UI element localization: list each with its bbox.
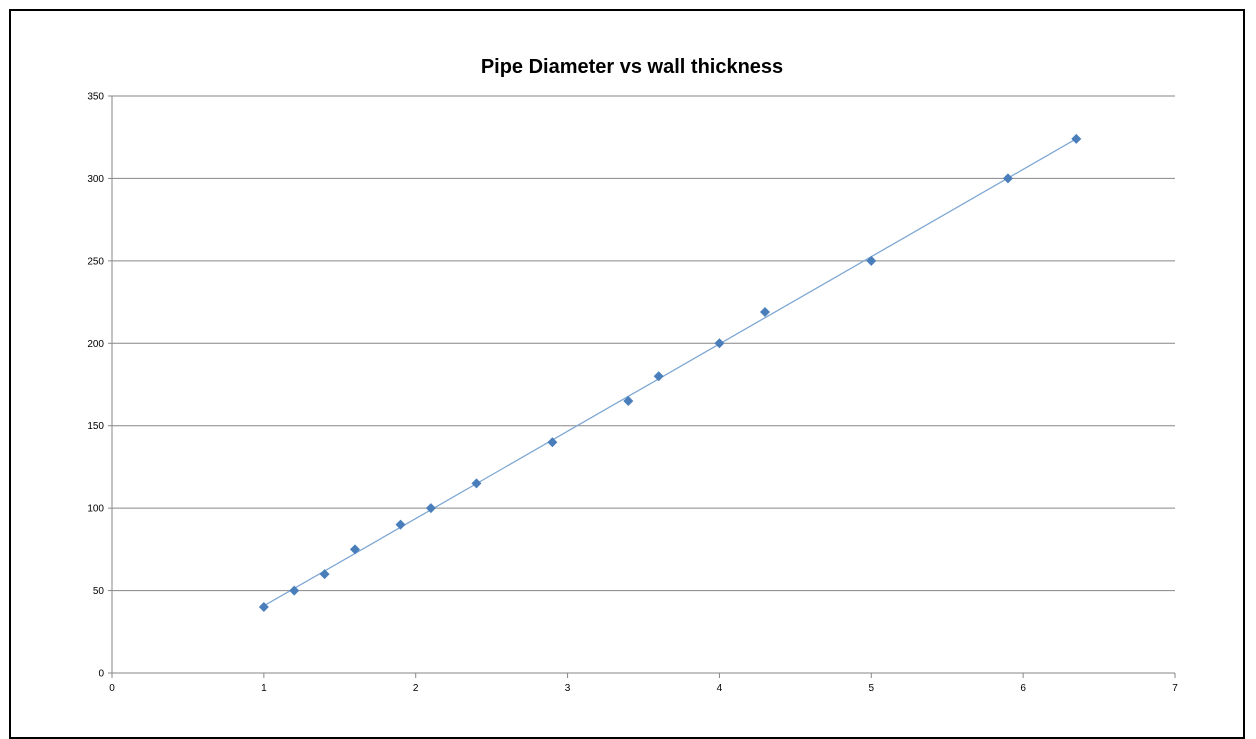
gridlines bbox=[112, 95, 1175, 592]
data-point bbox=[1002, 173, 1013, 184]
data-point bbox=[395, 519, 406, 530]
y-tick-label: 300 bbox=[87, 174, 104, 185]
data-point bbox=[866, 255, 877, 266]
trendline bbox=[263, 138, 1077, 607]
x-tick-label: 6 bbox=[1020, 683, 1026, 694]
x-tick-label: 7 bbox=[1172, 683, 1178, 694]
data-point bbox=[759, 306, 770, 317]
chart-frame bbox=[9, 9, 1245, 739]
data-point bbox=[349, 544, 360, 555]
chart-title: Pipe Diameter vs wall thickness bbox=[481, 56, 783, 78]
data-point bbox=[1071, 133, 1082, 144]
x-tick-label: 5 bbox=[869, 683, 875, 694]
y-tick-label: 100 bbox=[87, 504, 104, 515]
y-tick-label: 50 bbox=[93, 586, 105, 597]
y-tick-label: 350 bbox=[87, 92, 104, 103]
data-point bbox=[714, 338, 725, 349]
x-tick-label: 3 bbox=[565, 683, 571, 694]
data-point bbox=[289, 585, 300, 596]
trendline-layer bbox=[263, 138, 1077, 607]
data-point bbox=[258, 602, 269, 613]
y-tick-label: 150 bbox=[87, 421, 104, 432]
data-point bbox=[547, 437, 558, 448]
data-points bbox=[258, 133, 1082, 613]
y-tick-label: 0 bbox=[98, 669, 104, 680]
axes: 0 50 100 150 200 250 300 350 0 1 2 3 4 5 6 7 bbox=[87, 92, 1178, 695]
x-tick-label: 2 bbox=[413, 683, 419, 694]
x-tick-label: 1 bbox=[261, 683, 267, 694]
data-point bbox=[425, 503, 436, 514]
data-point bbox=[471, 478, 482, 489]
data-point bbox=[653, 371, 664, 382]
data-point bbox=[319, 569, 330, 580]
data-point bbox=[623, 395, 634, 406]
y-tick-label: 200 bbox=[87, 339, 104, 350]
x-tick-label: 0 bbox=[109, 683, 115, 694]
y-tick-label: 250 bbox=[87, 256, 104, 267]
x-tick-label: 4 bbox=[717, 683, 723, 694]
